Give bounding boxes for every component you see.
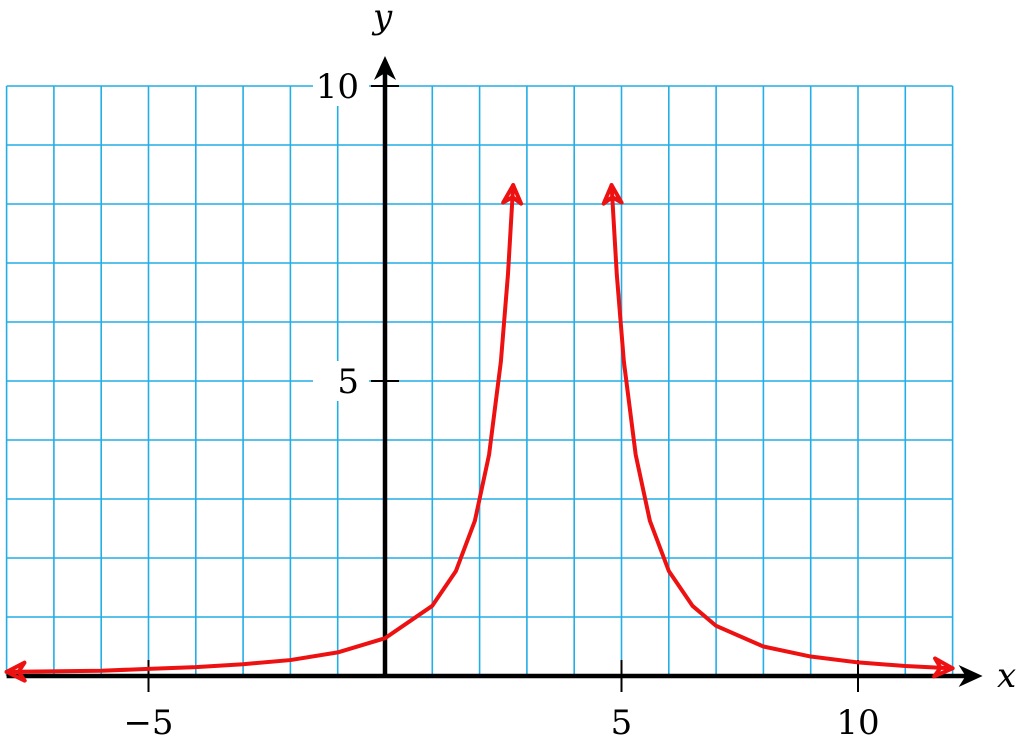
curve-arrowhead [601, 183, 624, 206]
x-tick-label: 5 [611, 703, 633, 742]
ticks: −5 5 10 5 10 [123, 66, 880, 742]
axes [6, 56, 983, 687]
x-tick-label: −5 [123, 703, 173, 742]
curves [4, 183, 955, 683]
function-curve [4, 183, 516, 674]
y-tick-label-background [313, 66, 369, 106]
y-tick-label: 10 [316, 67, 359, 107]
curve-arrowhead [932, 656, 955, 679]
x-axis-arrowhead [958, 665, 983, 687]
curve-arrowhead [501, 183, 524, 206]
grid [5, 85, 954, 677]
y-axis-arrowhead [374, 56, 396, 80]
y-axis-title: y [371, 0, 393, 37]
y-tick-label: 5 [337, 362, 359, 402]
x-tick-label: 10 [836, 703, 879, 742]
curve-arrowhead [4, 660, 27, 683]
x-axis-title: x [997, 656, 1016, 696]
function-curve [609, 183, 955, 671]
y-tick-label-background [313, 361, 369, 401]
